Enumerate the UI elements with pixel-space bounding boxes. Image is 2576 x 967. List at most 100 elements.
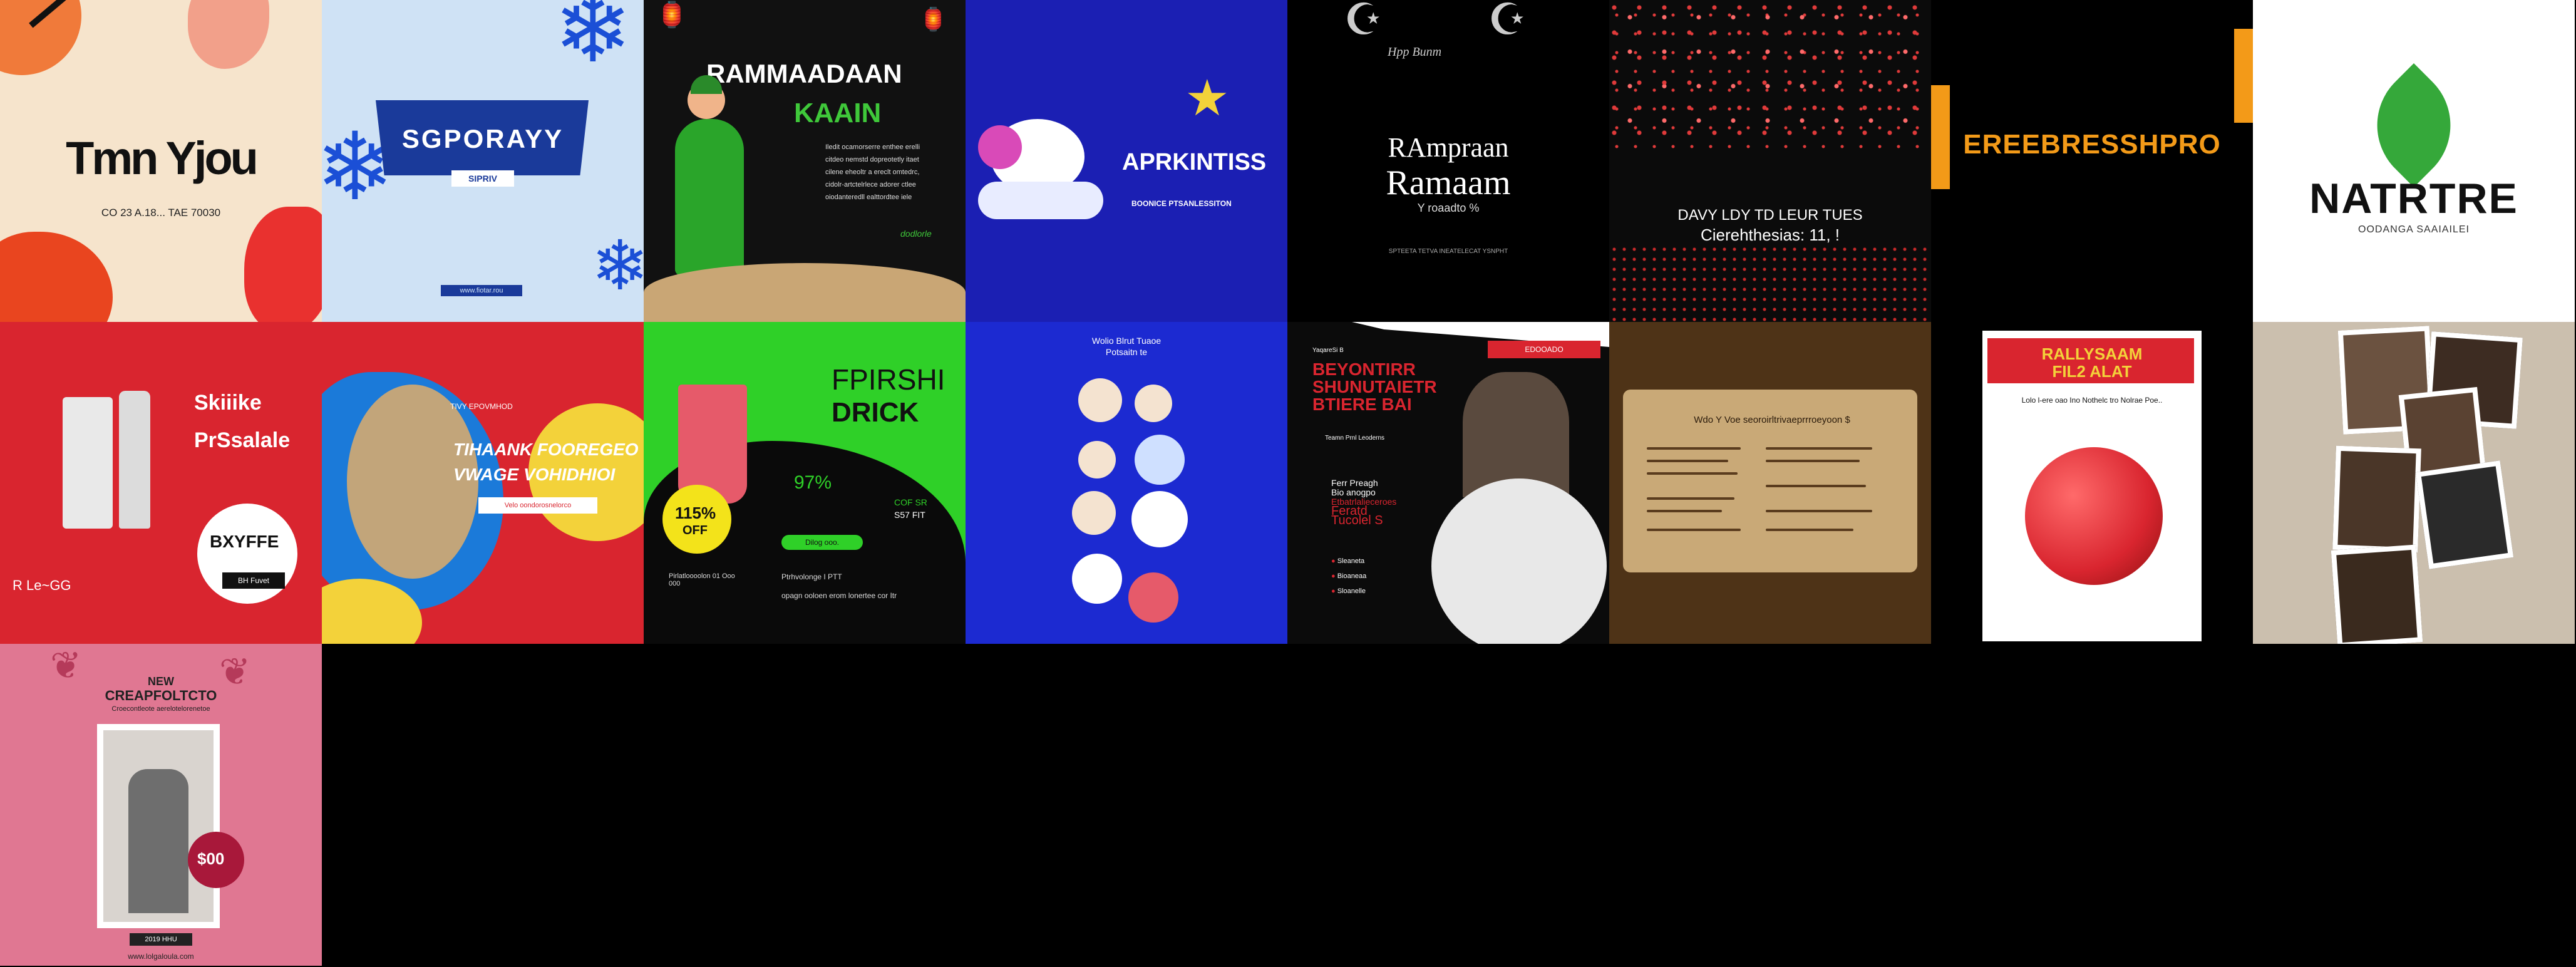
coat-shape (128, 769, 188, 913)
portrait (347, 385, 478, 579)
illustration-circle (1078, 441, 1116, 478)
template-photo-collage[interactable] (2253, 322, 2575, 644)
title-line-1: Skiiike (194, 391, 262, 415)
text-line (1647, 529, 1741, 531)
banner-title: SGPORAYY (401, 124, 564, 153)
template-fresh-drink[interactable]: FPIRSHI DRICK 115% OFF 97% COF SR S57 FI… (644, 322, 966, 644)
title-line-1: RAMMAADAAN (706, 59, 902, 88)
lantern-icon: 🏮 (919, 6, 947, 32)
footer-tag: 2019 HHU (130, 933, 192, 946)
illustration-circle (1135, 435, 1185, 485)
red-tag: EDOOADO (1488, 341, 1600, 358)
paragraph: Iledit ocamorserre enthee erelli citdeo … (825, 141, 951, 204)
banner-button[interactable]: SIPRIV (451, 170, 514, 187)
card-title: Wdo Y Voe seoroirltrivaeprrroeyoon $ (1694, 415, 1850, 425)
snowflake-icon: ❄ (591, 227, 644, 304)
bullet-list: ● Sleaneta ● Bioaneaa ● Sloanelle (1331, 554, 1366, 599)
title-line-2: VWAGE VOHIDHIOI (453, 465, 616, 484)
template-blue-illustrations[interactable]: Wolio Blrut Tuaoe Potsaitn te (966, 322, 1287, 644)
detail-line: Tucolel S (1331, 514, 1383, 527)
subtitle: OODANGA SAAIAILEI (2358, 224, 2470, 235)
decorative-blob (0, 232, 113, 322)
footer-right-line-2: opagn ooloen erom lonertee cor Itr (781, 591, 897, 600)
title-line-2: FIL2 ALAT (2052, 362, 2132, 381)
footer-url: www.lolgaloula.com (128, 952, 194, 961)
banner-panel (376, 100, 589, 175)
leaf-decoration-icon: ❦ (219, 651, 251, 693)
text-line (1647, 460, 1728, 462)
lantern-icon: ☪ (1488, 0, 1527, 44)
collage-photo (2415, 460, 2514, 569)
badge: Velo oondorosnelorco (478, 497, 597, 514)
paragraph-line: Iledit ocamorserre enthee erelli (825, 143, 920, 151)
illustration-circle (1135, 385, 1172, 422)
template-rally-poster[interactable]: RALLYSAAM FIL2 ALAT Lolo l-ere oao Ino N… (1931, 322, 2253, 644)
text-line (1766, 529, 1853, 531)
headline: Tmn Yjou (66, 132, 259, 184)
signature: dodlorle (900, 229, 932, 239)
template-orange-wordmark[interactable]: EREEBRESSHPRO (1931, 0, 2253, 322)
subline: Lolo l-ere oao Ino Nothelc tro Nolrae Po… (2021, 396, 2163, 405)
corner-text: R Le~GG (13, 577, 71, 593)
decorative-blob (244, 207, 322, 322)
title-line-2: PrSsalale (194, 428, 291, 452)
bullet-item: ● Sloanelle (1331, 587, 1366, 595)
template-skincare-sale[interactable]: Skiiike PrSsalale BXYFFE BH Fuvet R Le~G… (0, 322, 322, 644)
template-christmas-lights[interactable]: DAVY LDY TD LEUR TUES Cierehthesias: 11,… (1609, 0, 1931, 322)
template-winter-banner[interactable]: ❄ ❄ ❄ SGPORAYY SIPRIV www.fiotar.rou (322, 0, 644, 322)
template-fashion-collection[interactable]: ❦ ❦ NEW CREAPFOLTCTO Croecontleote aerel… (0, 644, 322, 966)
title-line-2: Ramaam (1386, 163, 1511, 202)
presenter-line: Teamn Prnl Leoderns (1325, 435, 1385, 442)
bullet-item: ● Sleaneta (1331, 557, 1365, 565)
discount-circle (662, 485, 731, 554)
lights-pattern (1609, 0, 1931, 150)
presenter-photo (1463, 372, 1569, 497)
offer-text: BXYFFE (210, 532, 279, 551)
lantern-icon: 🏮 (656, 1, 688, 29)
paragraph-line: cilene eheoltr a ereclt omtedrc, (825, 168, 920, 176)
title: NATRTRE (2309, 175, 2518, 222)
title-line-1: FPIRSHI (832, 363, 945, 396)
kicker: TIVY EPOVMHOD (450, 402, 513, 411)
text-line (1647, 510, 1722, 512)
template-thank-you[interactable]: Tmn Yjou CO 23 A.18... TAE 70030 (0, 0, 322, 322)
illustration-circle (1072, 554, 1122, 604)
text-line (1766, 485, 1866, 487)
template-nature-logo[interactable]: NATRTRE OODANGA SAAIAILEI (2253, 0, 2575, 322)
price-badge (188, 832, 244, 888)
illustration-figure (1128, 572, 1178, 623)
detail-line: Feratd (1331, 504, 1368, 518)
footer-left: Pirlatloooolon 01 Ooo 000 (669, 572, 735, 587)
glitter-band (1609, 244, 1931, 322)
shop-button[interactable]: BH Fuvet (222, 572, 285, 589)
template-unicorn[interactable]: ★ APRKINTISS BOONICE PTSANLESSITON (966, 0, 1287, 322)
script-line: Hpp Bunm (1388, 45, 1442, 59)
product-tube (63, 397, 113, 529)
title-line-2: DRICK (832, 397, 919, 428)
decorative-blob (0, 0, 81, 75)
wordmark-text: EREEBRESSHPRO (1963, 129, 2221, 160)
title-line-2: SHUNUTAIETR (1312, 377, 1437, 396)
red-ball-image (2025, 447, 2163, 585)
title-line-2: CREAPFOLTCTO (105, 688, 217, 703)
line-1: DAVY LDY TD LEUR TUES (1677, 207, 1863, 224)
subline: CO 23 A.18... TAE 70030 (101, 207, 221, 219)
footer-right-line-1: Ptrhvolonge I PTT (781, 572, 842, 581)
template-thank-you-colorful[interactable]: TIVY EPOVMHOD TIHAANK FOOREGEO VWAGE VOH… (322, 322, 644, 644)
illustration-circle (1078, 378, 1122, 422)
cloud-shape (978, 182, 1103, 219)
lantern-icon: ☪ (1344, 0, 1383, 44)
template-brown-card[interactable]: Wdo Y Voe seoroirltrivaeprrroeyoon $ (1609, 322, 1931, 644)
bullet-item: ● Bioaneaa (1331, 572, 1367, 580)
figure-body (675, 119, 744, 276)
title-line-1: NEW (148, 675, 174, 688)
paragraph-line: citdeo nemstd dopreotetly itaet (825, 156, 919, 163)
leaf-decoration-icon: ❦ (50, 644, 82, 686)
template-ramadan-kareem[interactable]: 🏮 🏮 RAMMAADAAN KAAIN Iledit ocamorserre … (644, 0, 966, 322)
template-business-event[interactable]: EDOOADO YaqareSi B BEYONTIRR SHUNUTAIETR… (1287, 322, 1609, 644)
text-line (1647, 497, 1734, 500)
group-photo (1431, 478, 1607, 644)
template-ramadan-black[interactable]: ☪ ☪ Hpp Bunm RAmpraan Ramaam Y roaadto %… (1287, 0, 1609, 322)
title-line-1: RAmpraan (1388, 132, 1509, 163)
